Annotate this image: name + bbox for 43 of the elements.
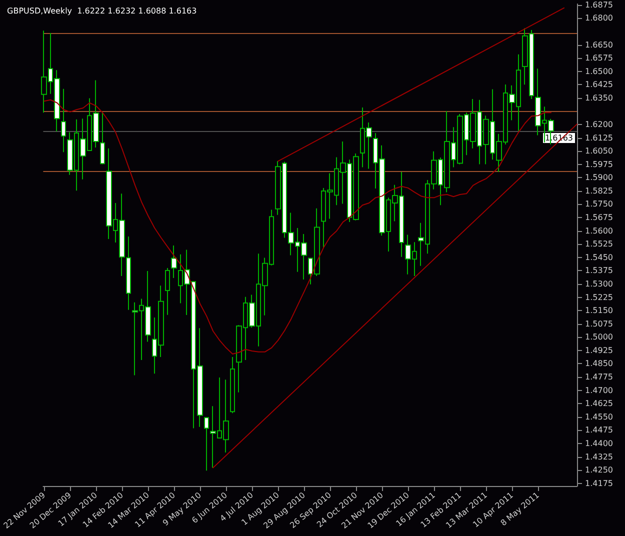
candlestick (61, 88, 66, 153)
y-tick-label: 1.5150 (585, 306, 613, 316)
y-tick-label: 1.5000 (585, 332, 613, 342)
y-tick-label: 1.6800 (585, 14, 613, 23)
y-tick-label: 1.5375 (585, 266, 613, 276)
candlestick (126, 236, 131, 310)
candlestick (171, 245, 177, 278)
y-tick-label: 1.6125 (585, 133, 613, 142)
y-tick-label: 1.6650 (585, 40, 613, 50)
y-tick-label: 1.4400 (585, 438, 613, 448)
y-tick-label: 1.6575 (585, 54, 613, 63)
y-tick-label: 1.4550 (585, 412, 613, 422)
y-tick-label: 1.5450 (585, 252, 613, 262)
chart-title: GBPUSD,Weekly 1.6222 1.6232 1.6088 1.6163 (7, 6, 197, 16)
candlestick (100, 112, 105, 165)
y-tick-label: 1.6200 (585, 120, 613, 129)
y-tick-label: 1.4700 (585, 386, 613, 395)
y-tick-label: 1.6425 (585, 80, 613, 90)
y-tick-label: 1.5600 (585, 226, 613, 236)
y-tick-label: 1.5300 (585, 279, 613, 288)
y-tick-label: 1.5825 (585, 186, 613, 196)
y-tick-label: 1.6350 (585, 93, 613, 102)
y-tick-label: 1.5900 (585, 173, 613, 182)
y-tick-label: 1.4625 (585, 399, 613, 408)
y-tick-label: 1.4475 (585, 426, 613, 435)
y-tick-label: 1.6500 (585, 66, 613, 76)
y-tick-label: 1.4175 (585, 478, 613, 488)
y-tick-label: 1.5750 (585, 200, 613, 209)
y-tick-label: 1.5975 (585, 160, 613, 169)
y-tick-label: 1.5525 (585, 240, 613, 249)
y-tick-label: 1.4925 (585, 346, 613, 355)
y-tick-label: 1.5675 (585, 213, 613, 222)
y-tick-label: 1.4850 (585, 359, 613, 368)
y-tick-label: 1.5225 (585, 292, 613, 302)
y-tick-label: 1.4775 (585, 372, 613, 382)
candlestick (204, 417, 209, 472)
y-tick-label: 1.6875 (585, 0, 613, 10)
y-tick-label: 1.5075 (585, 319, 613, 328)
candlestick (230, 356, 235, 414)
candlestick (165, 268, 170, 316)
y-tick-label: 1.4325 (585, 452, 613, 462)
y-tick-label: 1.6050 (585, 146, 613, 156)
y-tick-label: 1.4250 (585, 466, 613, 475)
